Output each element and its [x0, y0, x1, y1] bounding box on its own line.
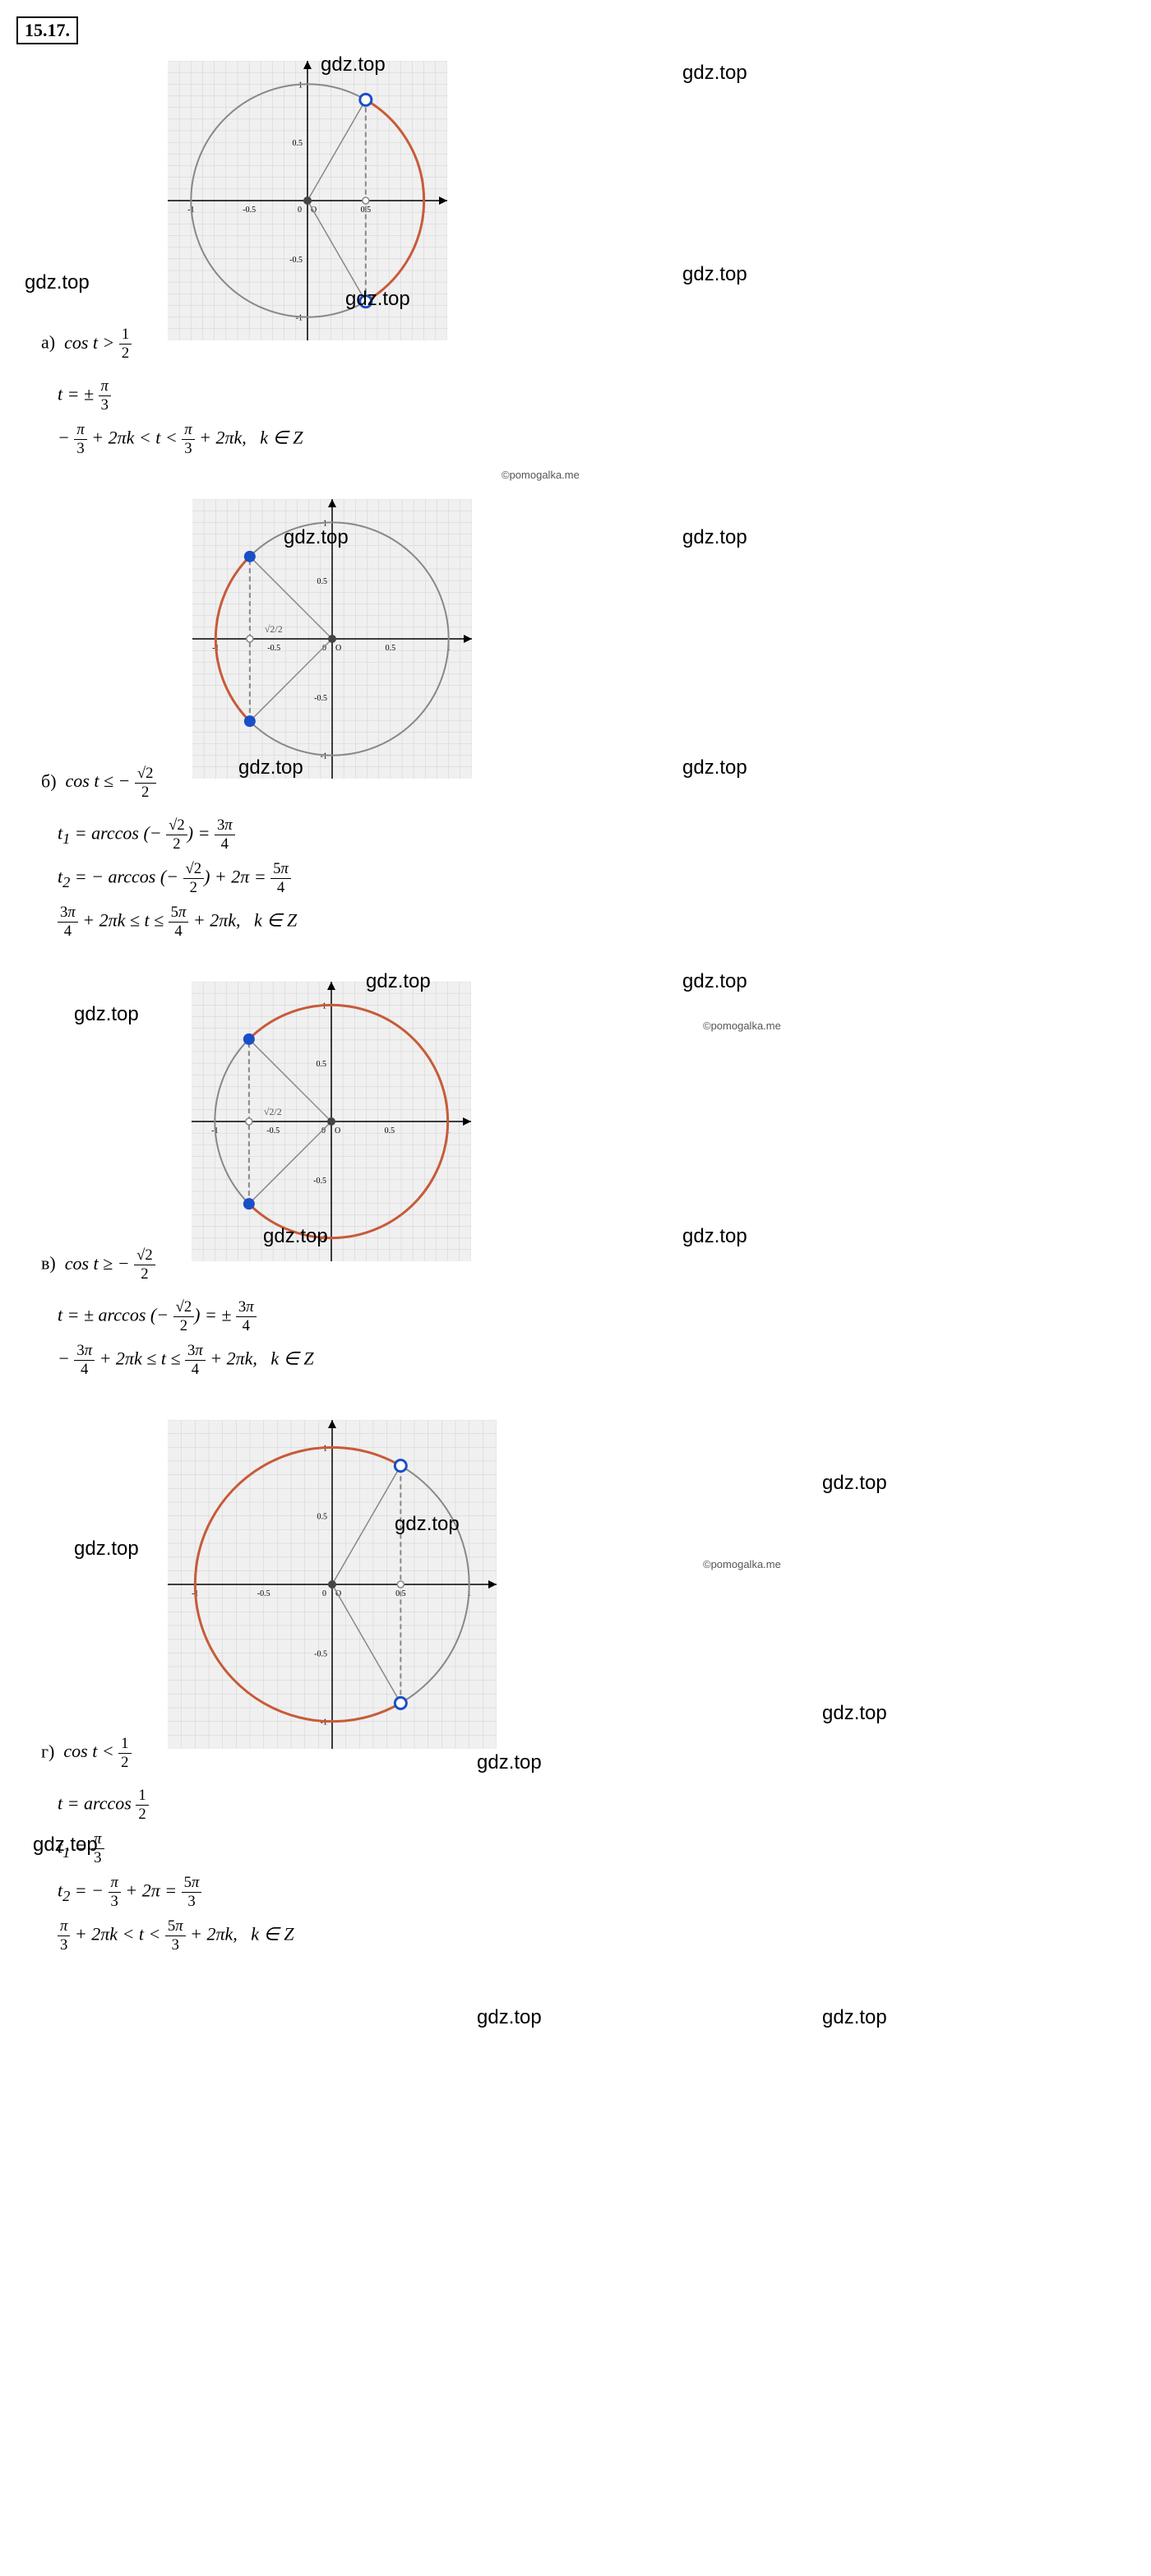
svg-text:-1: -1 [319, 1235, 326, 1244]
svg-text:0.5: 0.5 [293, 139, 303, 148]
part-a-label: а) cos t > 12 [41, 326, 132, 363]
svg-text:-0.5: -0.5 [243, 206, 256, 215]
svg-text:-0.5: -0.5 [314, 1650, 327, 1659]
problem-number: 15.17. [16, 16, 78, 44]
eq-d-2: t1 = π3 [58, 1830, 1135, 1867]
svg-text:1: 1 [298, 81, 303, 90]
svg-text:-1: -1 [296, 314, 303, 323]
svg-text:√2/2: √2/2 [264, 623, 282, 635]
svg-text:-1: -1 [320, 752, 326, 761]
eq-a-2: − π3 + 2πk < t < π3 + 2πk, k ∈ Z [58, 421, 1135, 458]
svg-text:O: O [335, 1126, 340, 1135]
part-d-label: г) cos t < 12 [41, 1735, 132, 1772]
svg-text:-0.5: -0.5 [267, 644, 280, 653]
part-c: в) cos t ≥ − √22 -1-1-0.5-0.5O00.50.511√… [16, 974, 1135, 1379]
chart-a: -1-1-0.5-0.5O00.50.511 [168, 61, 447, 340]
svg-text:O: O [335, 644, 341, 653]
svg-text:0: 0 [298, 206, 302, 215]
chart-c: -1-1-0.5-0.5O00.50.511√2/2 [192, 982, 471, 1261]
part-c-label: в) cos t ≥ − √22 [41, 1246, 155, 1283]
eq-a-1: t = ± π3 [58, 377, 1135, 414]
svg-text:-0.5: -0.5 [313, 1177, 326, 1186]
svg-text:-0.5: -0.5 [314, 694, 327, 703]
svg-text:√2/2: √2/2 [264, 1106, 282, 1117]
eq-d-1: t = arccos 12 [58, 1787, 1135, 1824]
part-d: г) cos t < 12 -1-1-0.5-0.5O00.50.511 t =… [16, 1412, 1135, 1954]
eq-d-4: π3 + 2πk < t < 5π3 + 2πk, k ∈ Z [58, 1917, 1135, 1954]
svg-text:0.5: 0.5 [316, 1060, 326, 1069]
part-b: б) cos t ≤ − √22 -1-1-0.5-0.5O00.50.511√… [16, 491, 1135, 940]
svg-text:-0.5: -0.5 [289, 256, 303, 265]
watermark: gdz.top [822, 2006, 887, 2029]
eq-b-1: t1 = arccos (− √22) = 3π4 [58, 816, 1135, 853]
part-a: а) cos t > 12 -1-1-0.5-0.5O00.50.511 t =… [16, 53, 1135, 458]
svg-text:0.5: 0.5 [317, 1513, 327, 1522]
chart-b: -1-1-0.5-0.5O00.50.511√2/2 [192, 499, 472, 779]
svg-text:0.5: 0.5 [385, 644, 395, 653]
svg-text:1: 1 [323, 520, 327, 529]
svg-text:0.5: 0.5 [384, 1126, 395, 1135]
part-b-label: б) cos t ≤ − √22 [41, 765, 156, 802]
eq-c-1: t = ± arccos (− √22) = ± 3π4 [58, 1298, 1135, 1335]
svg-text:-0.5: -0.5 [266, 1126, 280, 1135]
eq-d-3: t2 = − π3 + 2π = 5π3 [58, 1874, 1135, 1911]
svg-text:0.5: 0.5 [317, 578, 327, 587]
eq-b-3: 3π4 + 2πk ≤ t ≤ 5π4 + 2πk, k ∈ Z [58, 904, 1135, 941]
watermark: gdz.top [477, 2006, 542, 2029]
svg-text:-0.5: -0.5 [257, 1589, 270, 1598]
svg-text:0: 0 [322, 1589, 326, 1598]
eq-c-2: − 3π4 + 2πk ≤ t ≤ 3π4 + 2πk, k ∈ Z [58, 1342, 1135, 1379]
chart-d: -1-1-0.5-0.5O00.50.511 [168, 1420, 497, 1749]
watermark-small: ©pomogalka.me [502, 469, 580, 481]
eq-b-2: t2 = − arccos (− √22) + 2π = 5π4 [58, 860, 1135, 897]
svg-text:-1: -1 [320, 1718, 326, 1727]
